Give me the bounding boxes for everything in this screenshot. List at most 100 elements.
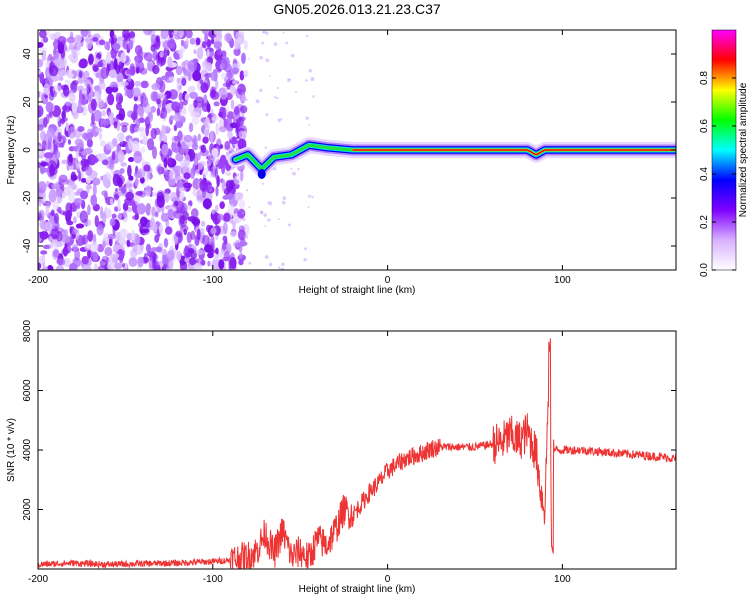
noise-dot <box>245 189 249 192</box>
noise-speckle <box>193 49 197 55</box>
noise-dot <box>255 99 260 104</box>
noise-speckle <box>211 258 221 270</box>
noise-speckle <box>204 167 209 176</box>
noise-speckle <box>112 43 121 50</box>
noise-speckle <box>128 256 138 268</box>
noise-speckle <box>199 179 208 192</box>
noise-speckle <box>154 211 159 218</box>
noise-speckle <box>94 91 101 101</box>
noise-speckle <box>240 94 247 103</box>
noise-speckle <box>81 256 89 265</box>
noise-speckle <box>74 158 78 165</box>
noise-speckle <box>231 67 240 74</box>
spectrogram-x-tick-label: -200 <box>28 275 48 286</box>
noise-speckle <box>164 192 170 203</box>
noise-speckle <box>57 36 67 45</box>
noise-speckle <box>210 249 216 255</box>
noise-speckle <box>210 91 220 100</box>
noise-speckle <box>102 240 106 249</box>
noise-speckle <box>107 260 115 270</box>
noise-speckle <box>224 140 231 150</box>
noise-speckle <box>132 215 139 220</box>
noise-dot <box>303 258 307 262</box>
noise-speckle <box>115 102 122 111</box>
noise-speckle <box>50 209 55 217</box>
noise-speckle <box>81 151 88 157</box>
noise-speckle <box>38 30 47 39</box>
noise-speckle <box>225 170 231 177</box>
noise-speckle <box>238 199 246 209</box>
noise-speckle <box>175 152 184 162</box>
noise-speckle <box>221 178 226 192</box>
noise-dot <box>248 261 252 265</box>
noise-dot <box>267 218 271 222</box>
noise-speckle <box>134 195 140 206</box>
noise-speckle <box>206 159 213 165</box>
noise-speckle <box>112 243 120 251</box>
noise-speckle <box>41 139 47 151</box>
noise-speckle <box>46 30 50 38</box>
noise-speckle <box>179 48 184 60</box>
noise-dot <box>236 135 238 138</box>
noise-speckle <box>92 183 97 197</box>
noise-speckle <box>183 134 193 143</box>
spectrogram-x-axis-title: Height of straight line (km) <box>299 285 416 296</box>
snr-x-tick-label: 0 <box>385 574 391 585</box>
noise-dot <box>285 41 289 45</box>
noise-speckle <box>128 157 135 163</box>
noise-speckle <box>116 72 124 83</box>
noise-speckle <box>53 57 63 68</box>
noise-speckle <box>124 91 133 97</box>
noise-speckle <box>179 202 188 215</box>
noise-speckle <box>139 228 150 234</box>
noise-speckle <box>79 210 88 223</box>
noise-speckle <box>139 131 146 138</box>
noise-speckle <box>82 265 92 270</box>
noise-speckle <box>189 91 199 99</box>
noise-speckle <box>43 36 49 43</box>
noise-speckle <box>226 118 233 125</box>
noise-speckle <box>94 215 99 228</box>
noise-speckle <box>171 141 177 153</box>
noise-speckle <box>156 107 161 117</box>
noise-dot <box>242 135 247 139</box>
noise-speckle <box>142 96 149 108</box>
noise-speckle <box>59 210 67 215</box>
noise-speckle <box>218 111 223 117</box>
noise-speckle <box>179 224 189 232</box>
noise-speckle <box>237 36 244 46</box>
noise-speckle <box>121 124 128 133</box>
noise-speckle <box>80 158 88 167</box>
noise-dot <box>264 224 267 227</box>
noise-speckle <box>202 198 212 210</box>
noise-speckle <box>188 205 192 211</box>
noise-speckle <box>75 223 85 229</box>
noise-speckle <box>70 174 78 181</box>
noise-speckle <box>83 70 90 80</box>
noise-dot <box>244 74 246 77</box>
carrier-blob <box>257 169 266 179</box>
noise-speckle <box>162 134 168 143</box>
noise-speckle <box>239 70 245 81</box>
noise-speckle <box>40 161 49 167</box>
noise-speckle <box>159 51 164 58</box>
snr-y-tick-label: 2000 <box>22 498 33 521</box>
noise-dot <box>305 34 309 38</box>
noise-speckle <box>120 162 127 167</box>
noise-speckle <box>51 183 61 190</box>
noise-speckle <box>206 49 210 57</box>
noise-speckle <box>38 255 46 264</box>
noise-speckle <box>160 75 169 81</box>
noise-speckle <box>117 212 123 221</box>
noise-speckle <box>91 177 101 186</box>
noise-speckle <box>228 204 236 218</box>
noise-speckle <box>154 127 161 136</box>
noise-speckle <box>94 57 100 63</box>
noise-speckle <box>221 72 226 80</box>
noise-speckle <box>135 118 141 129</box>
noise-speckle <box>116 36 125 42</box>
noise-dot <box>282 196 287 200</box>
noise-speckle <box>145 243 152 253</box>
noise-speckle <box>53 249 60 258</box>
